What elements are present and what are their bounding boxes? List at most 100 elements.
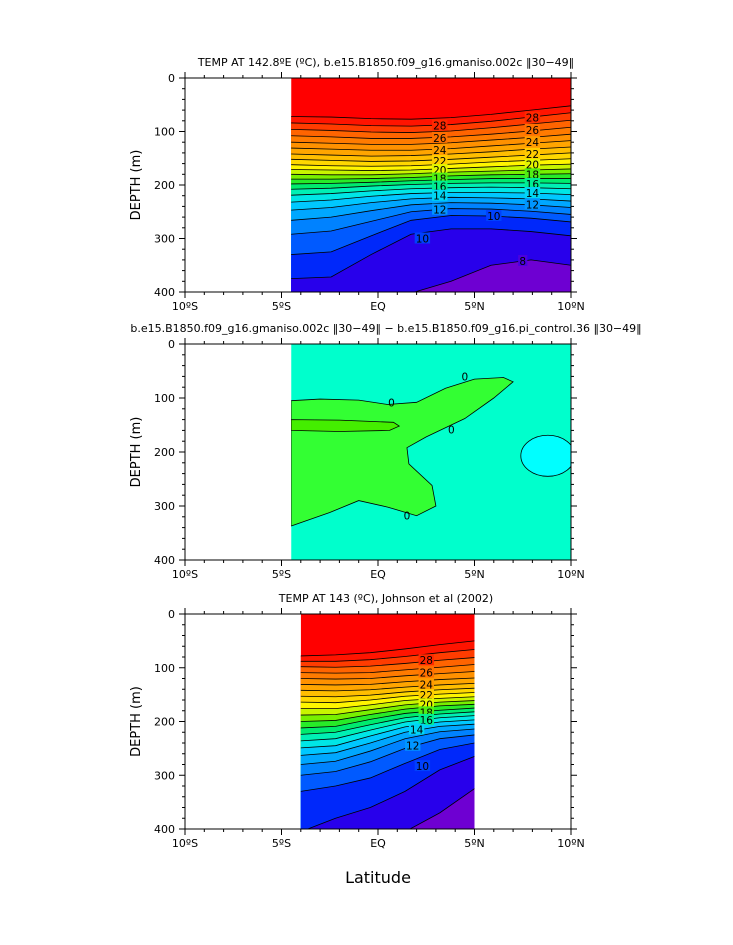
y-tick-label: 0 [168,338,175,351]
contour-label: 26 [420,668,434,680]
contour-label-bg [432,144,448,156]
contour-line-26 [291,126,571,139]
contour-line-10 [300,742,475,792]
contour-label-bg [414,760,431,772]
contour-label: 24 [420,679,434,691]
x-tick-label: 5ºN [464,837,484,850]
contour-label-bg [418,666,434,678]
x-tick-label: EQ [370,300,386,313]
y-tick-label: 300 [154,500,175,513]
contour-label: 0 [462,371,469,383]
contour-line-13 [291,196,571,211]
x-tick-label: 5ºN [464,568,484,581]
contour-band-8 [414,259,571,292]
x-tick-label: 10ºN [557,837,584,850]
contour-line-10 [291,215,571,255]
contour-line-15 [300,715,475,742]
contour-line-20 [291,163,571,171]
contour-line-25 [291,133,571,145]
contour-line-18 [291,173,571,180]
contour-line-11 [291,208,571,235]
contour-label-bg [524,136,541,148]
y-tick-label: 200 [154,179,175,192]
contour-label-bg [432,119,448,131]
contour-label-bg [405,739,421,751]
contour-label-bg [432,203,448,215]
y-tick-label: 200 [154,716,175,729]
contour-label-bg [418,706,434,718]
contour-label-bg [524,158,541,170]
contour-label: 0 [404,511,411,523]
x-tick-label: 5ºS [272,568,291,581]
x-tick-label: 5ºS [272,837,291,850]
contour-label-bg [524,177,541,189]
contour-line-16 [291,182,571,190]
contour-label-bg [432,164,448,176]
contour-line-23 [291,146,571,157]
contour-label: 10 [416,234,429,246]
y-tick-label: 0 [168,608,175,621]
y-tick-label: 200 [154,446,175,459]
contour-label: 14 [410,725,424,737]
contour-line-25 [300,671,475,680]
contour-label-bg [524,168,541,180]
contour-line-24 [300,677,475,686]
y-axis-label: DEPTH (m) [129,150,144,221]
contour-line-11 [300,734,475,776]
contour-label-bg [432,172,448,184]
data-area: 0 0 0 0 [291,344,571,560]
x-tick-label: 10ºS [172,837,198,850]
x-tick-label: EQ [370,837,386,850]
contour-label: 24 [433,145,447,157]
contour-label-bg [432,131,448,143]
contour-label: 14 [526,188,540,200]
contour-line-17 [291,178,571,185]
y-axis-label: DEPTH (m) [129,417,144,488]
contour-label: 10 [487,211,500,223]
contour-label: 0 [388,397,395,409]
y-tick-label: 300 [154,233,175,246]
contour-label-bg [432,189,448,201]
x-tick-label: 10ºS [172,568,198,581]
panel-title: b.e15.B1850.f09_g16.gmaniso.002c ‖30−49‖… [130,322,641,335]
contour-line-21 [300,692,475,704]
y-tick-label: 100 [154,392,175,405]
x-tick-label: 10ºN [557,568,584,581]
contour-line-23 [300,682,475,692]
contour-label-bg [408,723,425,735]
x-tick-label: 5ºS [272,300,291,313]
y-tick-label: 400 [154,554,175,567]
contour-label: 26 [433,133,447,145]
contour-label-bg [524,187,541,199]
contour-label: 14 [433,191,447,203]
contour-label-bg [418,678,434,690]
contour-line-29 [300,640,475,657]
contour-label: 12 [406,741,419,753]
contour-label-bg [418,698,434,710]
contour-line-29 [291,105,571,120]
x-tick-label: 5ºN [464,300,484,313]
contour-line-24 [291,140,571,151]
contour-label-bg [418,654,434,666]
contour-line-8 [413,259,571,292]
y-axis-label: DEPTH (m) [129,686,144,757]
contour-label: 12 [433,205,446,217]
contour-label: 28 [433,121,446,133]
contour-label: 28 [526,113,539,125]
contour-line-26 [300,664,475,674]
contour-line-12 [291,202,571,221]
contour-label: 24 [526,137,540,149]
contour-label: 22 [526,149,539,161]
x-tick-label: 10ºN [557,300,584,313]
contour-line-17 [300,707,475,729]
contour-line-27 [300,657,475,668]
contour-label-bg [414,232,431,244]
contour-band-8 [409,788,475,829]
contour-line-19 [291,168,571,176]
contour-label: 10 [416,761,429,773]
